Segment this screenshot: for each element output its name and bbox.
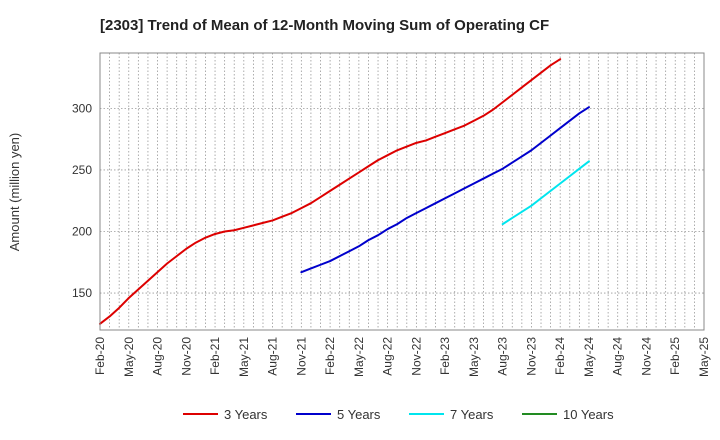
x-tick-label: Feb-24 [553, 337, 567, 375]
legend-label-5-years: 5 Years [337, 407, 381, 422]
chart-title: [2303] Trend of Mean of 12-Month Moving … [100, 17, 549, 34]
x-tick-label: May-24 [582, 337, 596, 377]
x-tick-label: May-22 [352, 337, 366, 377]
x-tick-label: Nov-24 [639, 337, 653, 376]
x-tick-label: Nov-22 [409, 337, 423, 376]
x-tick-label: Feb-21 [208, 337, 222, 375]
series-lines [99, 58, 590, 325]
grid-lines [100, 53, 704, 330]
y-tick-label: 250 [72, 163, 92, 177]
y-tick-label: 300 [72, 101, 92, 115]
series-line-5-years [300, 106, 590, 274]
x-tick-label: Feb-23 [438, 337, 452, 375]
series-line-7-years [501, 160, 590, 226]
x-tick-label: May-21 [237, 337, 251, 377]
x-tick-label: Aug-24 [611, 337, 625, 376]
x-tick-label: Feb-25 [668, 337, 682, 375]
x-tick-label: Nov-21 [294, 337, 308, 376]
series-line-3-years [99, 58, 562, 325]
x-tick-label: Aug-22 [381, 337, 395, 376]
y-axis-label: Amount (million yen) [7, 133, 22, 252]
x-tick-label: Feb-22 [323, 337, 337, 375]
x-tick-label: Aug-20 [151, 337, 165, 376]
x-tick-label: Aug-23 [496, 337, 510, 376]
x-tick-label: Feb-20 [93, 337, 107, 375]
x-tick-label: May-25 [697, 337, 711, 377]
legend-label-7-years: 7 Years [450, 407, 494, 422]
y-tick-labels: 150 200 250 300 [72, 101, 92, 300]
x-tick-label: Nov-23 [524, 337, 538, 376]
legend: 3 Years 5 Years 7 Years 10 Years [183, 407, 614, 422]
x-tick-labels: Feb-20 May-20 Aug-20 Nov-20 Feb-21 May-21 Aug-… [93, 337, 711, 377]
legend-label-3-years: 3 Years [224, 407, 268, 422]
y-tick-label: 200 [72, 225, 92, 239]
legend-label-10-years: 10 Years [563, 407, 614, 422]
x-tick-label: May-20 [122, 337, 136, 377]
x-tick-label: Nov-20 [179, 337, 193, 376]
x-tick-label: May-23 [467, 337, 481, 377]
y-tick-label: 150 [72, 286, 92, 300]
plot-area-frame [99, 52, 705, 331]
x-tick-label: Aug-21 [266, 337, 280, 376]
